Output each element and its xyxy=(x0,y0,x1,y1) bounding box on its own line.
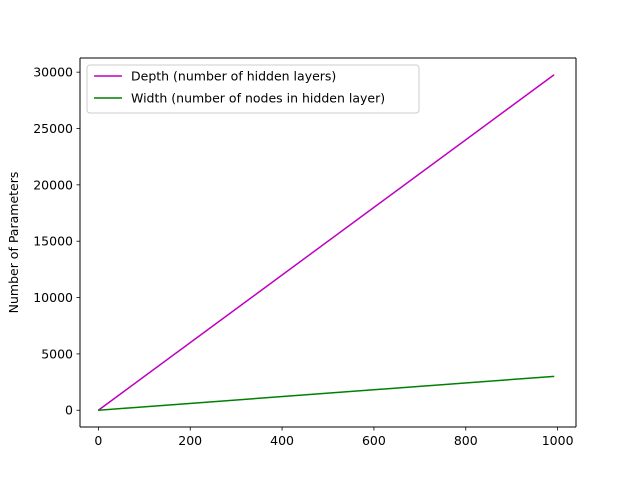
x-tick-label: 200 xyxy=(178,433,202,448)
legend-box xyxy=(86,64,420,114)
x-tick-label: 600 xyxy=(362,433,386,448)
y-tick-label: 5000 xyxy=(41,346,73,361)
x-tick-label: 1000 xyxy=(542,433,574,448)
series-line-width xyxy=(98,375,555,412)
y-axis: 0 5000 10000 15000 20000 25000 30000 xyxy=(33,65,80,418)
legend-label-depth: Depth (number of hidden layers) xyxy=(131,69,336,84)
x-axis: 0 200 400 600 800 1000 xyxy=(94,427,574,448)
y-tick-label: 15000 xyxy=(33,234,73,249)
series-layer xyxy=(97,74,555,412)
axes-frame xyxy=(79,57,577,428)
y-tick-label: 0 xyxy=(65,403,73,418)
y-tick-label: 20000 xyxy=(33,177,73,192)
x-tick-label: 800 xyxy=(454,433,478,448)
y-tick-label: 10000 xyxy=(33,290,73,305)
y-axis-label: Number of Parameters xyxy=(6,172,21,314)
series-line-depth xyxy=(97,74,555,411)
y-tick-label: 25000 xyxy=(33,121,73,136)
legend-label-width: Width (number of nodes in hidden layer) xyxy=(131,91,385,106)
x-tick-label: 400 xyxy=(270,433,294,448)
legend: Depth (number of hidden layers) Width (n… xyxy=(86,64,420,114)
y-tick-label: 30000 xyxy=(33,65,73,80)
x-tick-label: 0 xyxy=(94,433,102,448)
